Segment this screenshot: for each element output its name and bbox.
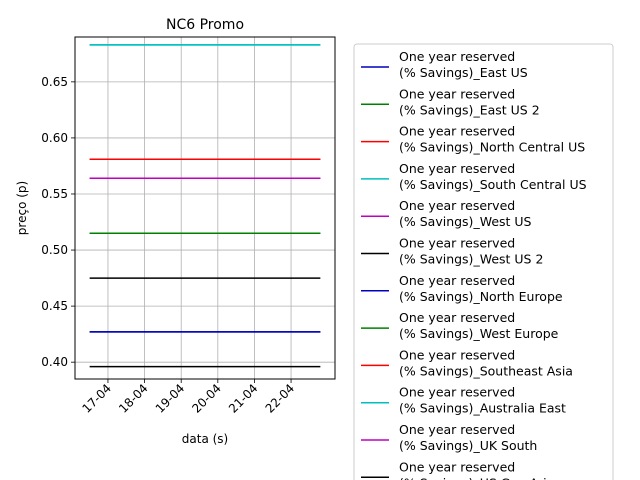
legend-item: One year reserved(% Savings)_North Europ…: [361, 273, 563, 304]
legend-item: One year reserved(% Savings)_West US: [361, 198, 532, 229]
legend-label-line2: (% Savings)_UK South: [399, 438, 537, 453]
plot-frame: [74, 36, 336, 380]
legend-label-line2: (% Savings)_US Gov Arizona: [399, 475, 576, 480]
x-tick-label: 20-04: [189, 381, 224, 416]
legend-item: One year reserved(% Savings)_UK South: [361, 422, 537, 453]
legend-item: One year reserved(% Savings)_South Centr…: [361, 161, 587, 192]
legend-label-line1: One year reserved: [399, 273, 515, 288]
legend-label-line2: (% Savings)_North Europe: [399, 289, 563, 304]
y-tick-label: 0.65: [41, 75, 68, 89]
legend-item: One year reserved(% Savings)_West US 2: [361, 236, 543, 267]
legend-label-line2: (% Savings)_West US: [399, 214, 532, 229]
y-axis: 0.40 0.45 0.50 0.55 0.60 0.65: [41, 75, 75, 369]
y-axis-label: preço (p): [15, 181, 29, 235]
legend-item: One year reserved(% Savings)_East US 2: [361, 86, 540, 117]
chart-title: NC6 Promo: [166, 17, 244, 33]
legend-label-line1: One year reserved: [399, 161, 515, 176]
legend-label-line2: (% Savings)_North Central US: [399, 140, 585, 155]
x-tick-label: 18-04: [116, 381, 151, 416]
legend-label-line2: (% Savings)_Southeast Asia: [399, 363, 573, 378]
legend-label-line2: (% Savings)_East US 2: [399, 102, 540, 117]
legend-item: One year reserved(% Savings)_Australia E…: [361, 385, 566, 416]
legend-item: One year reserved(% Savings)_East US: [361, 49, 528, 80]
y-tick-label: 0.50: [41, 243, 68, 257]
legend-item: One year reserved(% Savings)_US Gov Ariz…: [361, 459, 576, 480]
legend-label-line2: (% Savings)_West Europe: [399, 326, 559, 341]
series-layer: [89, 44, 321, 368]
y-tick-label: 0.55: [41, 187, 68, 201]
x-tick-label: 17-04: [80, 381, 115, 416]
y-tick-label: 0.40: [41, 355, 68, 369]
legend-label-line1: One year reserved: [399, 347, 515, 362]
x-tick-label: 19-04: [153, 381, 188, 416]
legend-label-line1: One year reserved: [399, 385, 515, 400]
x-axis-label: data (s): [182, 432, 228, 446]
x-axis: 17-04 18-04 19-04 20-04 21-04 22-04: [80, 379, 298, 416]
legend-label-line1: One year reserved: [399, 310, 515, 325]
legend-label-line2: (% Savings)_East US: [399, 65, 528, 80]
legend-item: One year reserved(% Savings)_North Centr…: [361, 124, 585, 155]
legend-label-line1: One year reserved: [399, 86, 515, 101]
y-tick-label: 0.45: [41, 299, 68, 313]
x-tick-label: 22-04: [263, 381, 298, 416]
legend-label-line1: One year reserved: [399, 198, 515, 213]
legend: One year reserved(% Savings)_East USOne …: [353, 43, 614, 480]
legend-label-line1: One year reserved: [399, 124, 515, 139]
legend-label-line1: One year reserved: [399, 459, 515, 474]
grid-layer: [75, 37, 335, 379]
legend-label-line1: One year reserved: [399, 236, 515, 251]
legend-box: [353, 43, 614, 480]
y-tick-label: 0.60: [41, 131, 68, 145]
legend-label-line2: (% Savings)_West US 2: [399, 252, 543, 267]
legend-item: One year reserved(% Savings)_Southeast A…: [361, 347, 573, 378]
legend-label-line1: One year reserved: [399, 49, 515, 64]
x-tick-label: 21-04: [226, 381, 261, 416]
legend-label-line1: One year reserved: [399, 422, 515, 437]
legend-label-line2: (% Savings)_South Central US: [399, 177, 587, 192]
legend-label-line2: (% Savings)_Australia East: [399, 401, 566, 416]
legend-item: One year reserved(% Savings)_West Europe: [361, 310, 559, 341]
